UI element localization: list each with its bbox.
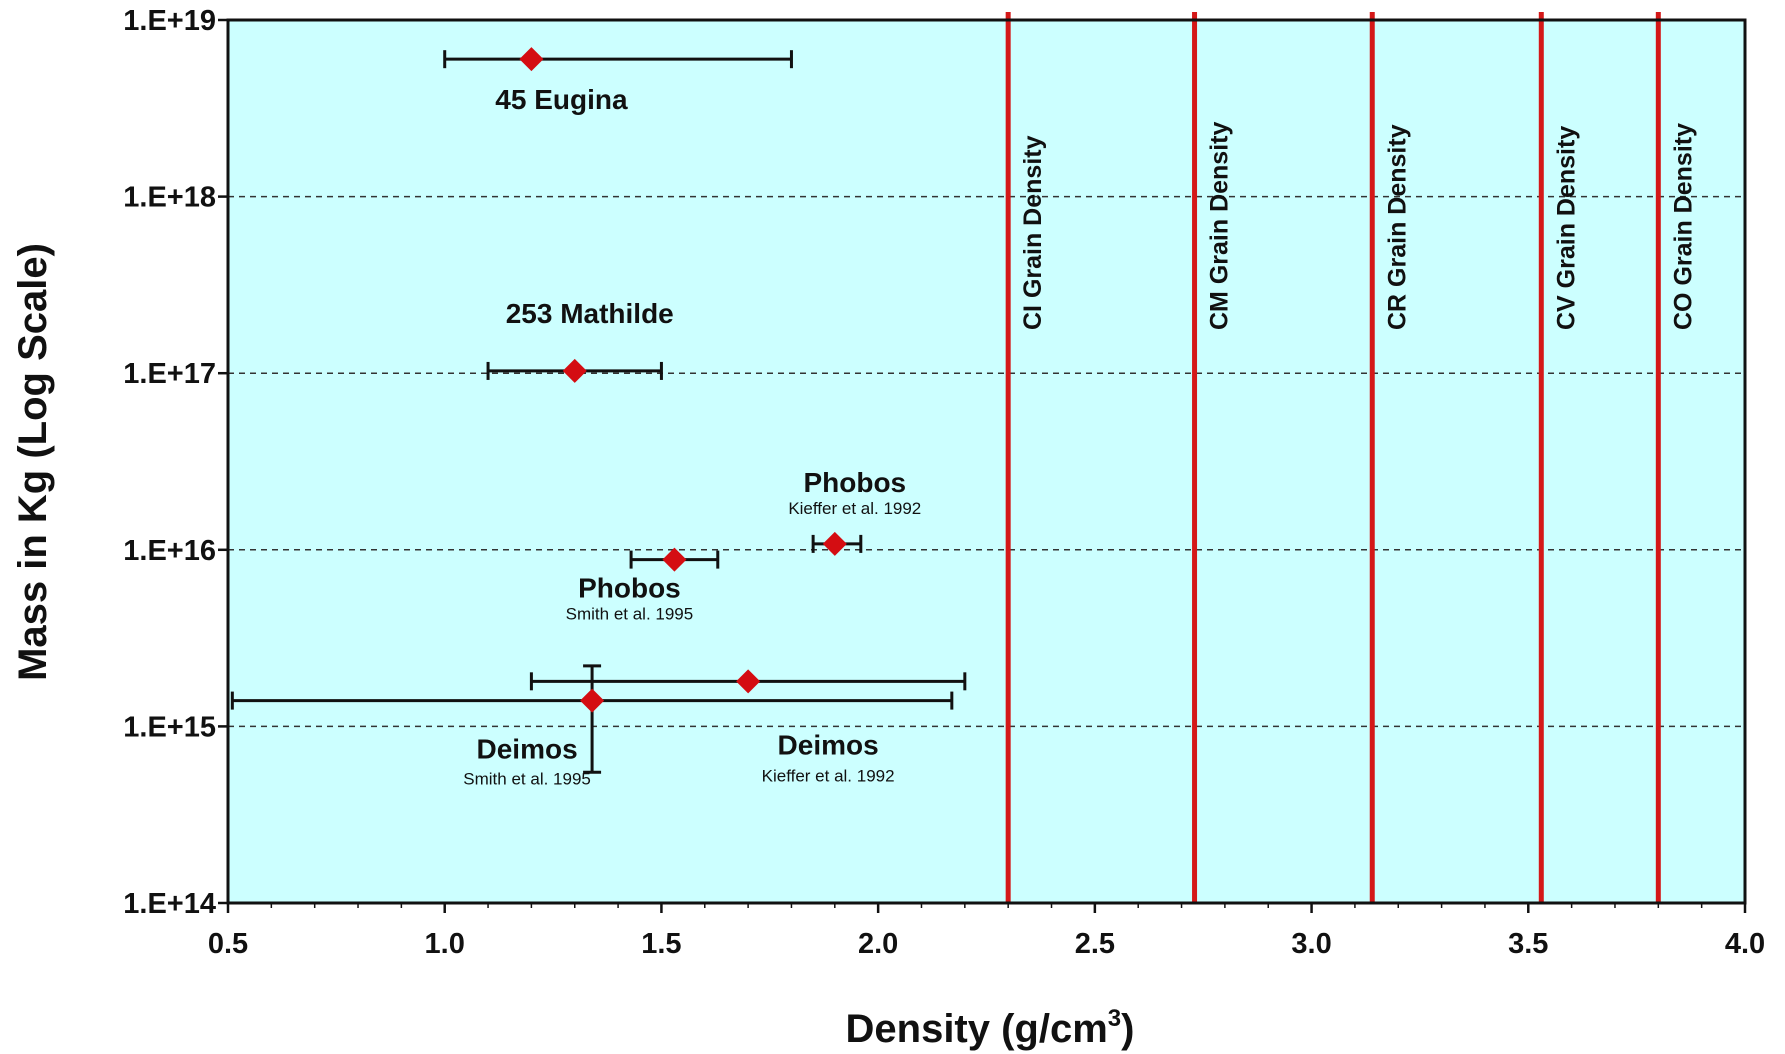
grain-density-label: CI Grain Density [1019, 135, 1047, 330]
data-point-source: Smith et al. 1995 [463, 770, 591, 789]
x-tick-label: 3.5 [1508, 928, 1548, 960]
reference-lines: CI Grain Density CM Grain Density CR Grain… [1005, 12, 1697, 903]
data-point-label: 45 Eugina [495, 84, 628, 115]
grain-density-label: CR Grain Density [1383, 124, 1411, 330]
data-point-marker [580, 688, 605, 713]
y-tick-label: 1.E+16 [123, 535, 216, 567]
x-tick-label: 4.0 [1725, 928, 1765, 960]
plot-frame [226, 18, 1747, 905]
data-point-source: Kieffer et al. 1992 [788, 499, 921, 518]
data-point-marker [736, 669, 761, 694]
y-axis-ticks: 1.E+14 1.E+15 1.E+16 1.E+17 1.E+18 1.E+19 [123, 5, 228, 920]
x-tick-label: 1.0 [425, 928, 465, 960]
data-point-marker [519, 47, 544, 72]
data-point-source: Kieffer et al. 1992 [762, 766, 895, 785]
data-point-label: Deimos [477, 734, 578, 765]
x-tick-label: 3.0 [1291, 928, 1331, 960]
data-point-marker [662, 547, 687, 572]
x-axis-ticks: 0.5 1.0 1.5 2.0 2.5 3.0 3.5 4.0 [208, 903, 1765, 960]
data-point-label: Phobos [578, 573, 681, 604]
y-tick-label: 1.E+14 [123, 888, 216, 920]
data-point-label: 253 Mathilde [506, 298, 674, 329]
plot-area [228, 20, 1745, 903]
data-point-label: Phobos [803, 467, 906, 498]
y-axis-title: Mass in Kg (Log Scale) [11, 243, 55, 681]
data-point-source: Smith et al. 1995 [566, 605, 694, 624]
data-point-label: Deimos [778, 729, 879, 760]
data-point-marker [562, 358, 587, 383]
grain-density-label: CV Grain Density [1552, 126, 1580, 330]
grain-density-label: CO Grain Density [1669, 123, 1697, 330]
x-tick-label: 1.5 [641, 928, 681, 960]
y-tick-label: 1.E+19 [123, 5, 216, 37]
y-tick-label: 1.E+15 [123, 711, 216, 743]
data-point-marker [822, 531, 847, 556]
grain-density-label: CM Grain Density [1206, 122, 1234, 330]
x-tick-label: 2.5 [1075, 928, 1115, 960]
x-tick-label: 0.5 [208, 928, 248, 960]
x-axis-title: Density (g/cm3) [846, 1005, 1135, 1051]
y-tick-label: 1.E+17 [123, 358, 216, 390]
x-tick-label: 2.0 [858, 928, 898, 960]
y-tick-label: 1.E+18 [123, 182, 216, 214]
